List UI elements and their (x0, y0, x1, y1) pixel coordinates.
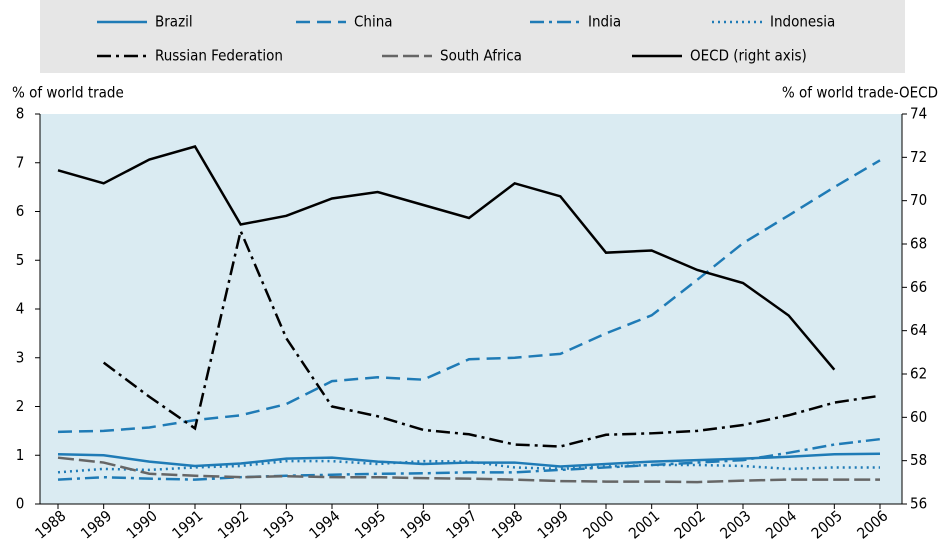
y2-tick-label: 64 (910, 321, 927, 339)
x-tick-label: 2002 (671, 507, 709, 543)
y2-tick-label: 72 (910, 148, 927, 166)
series-line (57, 145, 836, 371)
y2-tick-label: 66 (910, 278, 927, 296)
x-tick-label: 1993 (260, 507, 298, 543)
series-line (57, 456, 880, 484)
x-tick-label: 2004 (762, 507, 800, 543)
y2-tick-label: 58 (910, 451, 927, 469)
y2-tick-label: 70 (910, 191, 927, 209)
legend-label: Indonesia (770, 13, 835, 31)
legend-label: Russian Federation (155, 47, 283, 65)
series-line (57, 437, 881, 481)
x-tick-label: 1998 (488, 507, 526, 543)
legend-label: South Africa (440, 47, 522, 65)
x-tick-label: 2000 (580, 507, 618, 543)
x-tick-label: 1991 (169, 507, 207, 543)
series-line (57, 159, 881, 434)
x-tick-label: 2001 (625, 507, 663, 543)
x-tick-label: 1990 (123, 507, 161, 543)
plot-area (40, 114, 902, 504)
y2-tick-label: 68 (910, 235, 927, 253)
y-tick-label: 2 (16, 397, 25, 415)
x-tick-label: 2003 (717, 507, 755, 543)
y2-tick-label: 74 (910, 105, 927, 123)
y2-tick-label: 60 (910, 408, 927, 426)
y-tick-label: 4 (16, 300, 25, 318)
y-tick-label: 0 (16, 495, 25, 513)
x-tick-label: 1994 (306, 507, 344, 543)
x-tick-label: 1995 (351, 507, 389, 543)
x-tick-label: 1997 (443, 507, 481, 543)
y-axis-label: % of world trade (12, 84, 124, 102)
y-tick-label: 3 (16, 348, 25, 366)
x-tick-label: 1999 (534, 507, 572, 543)
y2-tick-label: 62 (910, 365, 927, 383)
legend-label: India (588, 13, 621, 31)
y2-tick-label: 56 (910, 495, 927, 513)
y-tick-label: 7 (16, 153, 25, 171)
legend-label: China (354, 13, 393, 31)
y-tick-label: 5 (16, 251, 25, 269)
legend-box (40, 0, 905, 73)
y-tick-label: 6 (16, 202, 25, 220)
y-tick-label: 8 (16, 105, 25, 123)
series-line (57, 452, 881, 468)
y-tick-label: 1 (16, 446, 25, 464)
x-tick-label: 1992 (214, 507, 252, 543)
x-tick-label: 1996 (397, 507, 435, 543)
x-tick-label: 2005 (808, 507, 846, 543)
legend-label: Brazil (155, 13, 193, 31)
x-tick-label: 1989 (77, 507, 115, 543)
y2-axis-label: % of world trade-OECD (782, 84, 938, 102)
series-line (102, 226, 881, 448)
legend-label: OECD (right axis) (690, 47, 807, 65)
x-tick-label: 2006 (854, 507, 892, 543)
x-tick-label: 1988 (32, 507, 70, 543)
